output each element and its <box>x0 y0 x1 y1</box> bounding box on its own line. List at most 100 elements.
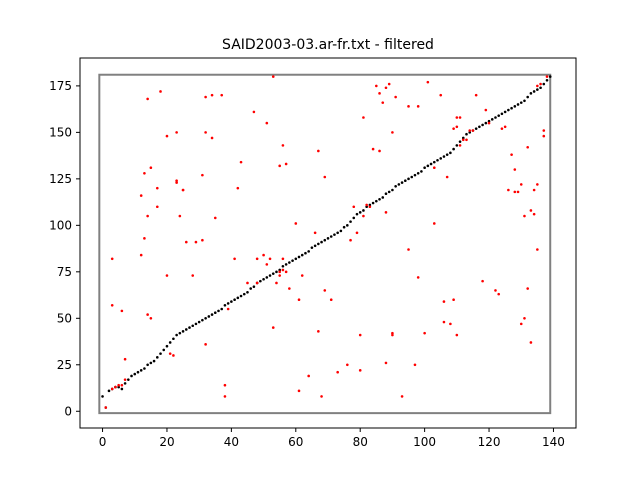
data-point <box>259 279 262 283</box>
data-point <box>165 274 169 277</box>
x-tick-label: 140 <box>542 435 565 449</box>
data-point <box>236 296 240 300</box>
data-point <box>516 190 520 194</box>
data-point <box>500 127 504 130</box>
data-point <box>368 203 372 207</box>
data-point <box>181 188 185 192</box>
data-point <box>333 233 336 236</box>
data-point <box>523 99 526 103</box>
data-point <box>181 330 185 333</box>
data-point <box>127 378 130 381</box>
x-tick-label: 40 <box>224 435 239 449</box>
data-point <box>342 225 346 229</box>
data-point <box>204 95 207 99</box>
data-point <box>300 253 304 257</box>
data-point <box>391 131 394 134</box>
data-point <box>313 231 317 235</box>
data-point <box>355 231 359 235</box>
data-point <box>223 395 227 398</box>
data-point <box>529 209 533 212</box>
data-point <box>143 171 146 175</box>
data-point <box>355 212 359 216</box>
data-point <box>516 103 520 106</box>
data-point <box>168 352 172 355</box>
chart-title: SAID2003-03.ar-fr.txt - filtered <box>222 37 434 53</box>
data-point <box>278 274 281 277</box>
y-tick-label: 25 <box>57 358 72 372</box>
data-point <box>239 160 243 164</box>
data-point <box>378 92 381 95</box>
data-point <box>101 395 104 398</box>
data-point <box>123 382 127 385</box>
data-point <box>297 255 301 259</box>
x-axis-ticks: 0 20 40 60 80 100 120 140 <box>99 428 565 449</box>
data-point <box>503 125 507 129</box>
data-point <box>159 352 162 355</box>
data-point <box>510 153 513 156</box>
data-point <box>320 240 323 244</box>
data-point <box>526 95 529 99</box>
data-point <box>407 105 410 108</box>
data-point <box>233 257 236 261</box>
data-point <box>494 116 497 119</box>
data-point <box>123 378 127 381</box>
data-point <box>120 309 124 313</box>
data-point <box>452 298 455 302</box>
data-point <box>432 160 436 164</box>
data-point <box>349 238 352 242</box>
data-point <box>275 270 278 274</box>
data-point <box>246 290 249 294</box>
data-point <box>458 116 462 119</box>
data-point <box>481 123 484 127</box>
y-tick-label: 0 <box>64 404 72 418</box>
data-point <box>239 294 243 298</box>
y-tick-label: 175 <box>49 79 72 93</box>
data-point <box>484 108 488 112</box>
data-point <box>117 385 120 389</box>
data-point <box>519 101 523 104</box>
data-point <box>500 112 504 116</box>
data-point <box>391 188 394 192</box>
data-point <box>378 149 381 153</box>
data-point <box>281 268 285 272</box>
data-point <box>391 333 394 337</box>
data-point <box>432 222 436 225</box>
data-point <box>197 320 201 324</box>
data-point <box>262 277 265 281</box>
data-point <box>155 356 159 359</box>
frame-layer <box>98 73 552 415</box>
data-point <box>536 183 539 186</box>
data-point <box>165 344 169 348</box>
data-point <box>371 147 375 151</box>
data-point <box>375 199 378 203</box>
data-point <box>458 140 462 143</box>
data-point <box>120 387 124 391</box>
data-point <box>159 90 162 93</box>
data-point <box>268 274 272 277</box>
data-point <box>220 93 224 97</box>
data-point <box>139 369 143 372</box>
series-layer <box>101 75 552 409</box>
data-point <box>204 343 207 346</box>
data-point <box>194 322 198 326</box>
data-point <box>114 385 117 389</box>
data-point <box>420 170 423 173</box>
data-point <box>172 354 175 357</box>
data-point <box>352 205 356 209</box>
data-point <box>246 281 249 285</box>
data-point <box>323 238 327 242</box>
data-point <box>432 166 436 169</box>
data-point <box>117 383 120 387</box>
data-point <box>310 246 314 249</box>
data-point <box>461 136 465 140</box>
data-point <box>223 383 227 387</box>
data-point <box>278 268 281 272</box>
data-point <box>471 129 475 132</box>
data-point <box>539 82 542 86</box>
data-point <box>426 80 430 84</box>
data-point <box>381 101 385 104</box>
data-point <box>394 95 397 99</box>
data-point <box>336 370 339 374</box>
data-point <box>184 240 188 244</box>
data-point <box>294 222 298 225</box>
